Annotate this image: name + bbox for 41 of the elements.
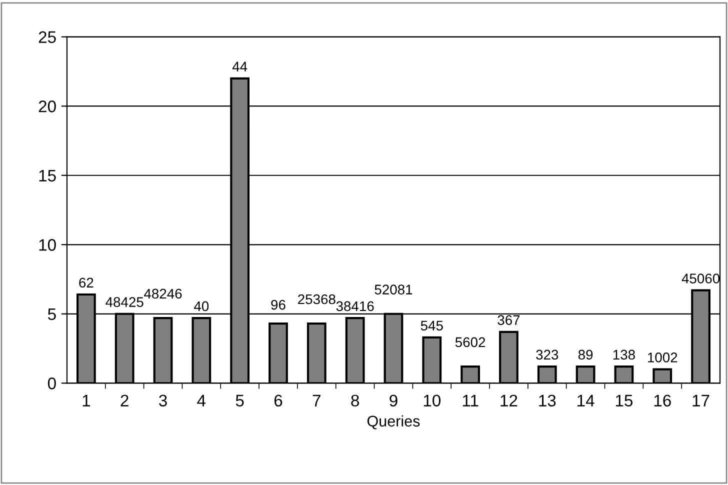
- annotation: 52081: [374, 284, 412, 294]
- y-tick-label: 25: [38, 31, 56, 44]
- x-axis-title: Queries: [367, 415, 420, 430]
- x-tick-label: 1: [82, 394, 90, 406]
- annotation: 1002: [648, 352, 678, 362]
- y-tick-label: 10: [39, 239, 56, 251]
- annotation: 25368: [298, 294, 336, 304]
- x-tick-label: 8: [351, 394, 359, 407]
- x-tick-label: 11: [462, 394, 478, 406]
- x-tick-label: 5: [236, 394, 244, 407]
- x-tick-label: 13: [539, 394, 556, 407]
- y-tick-label: 20: [38, 100, 56, 112]
- annotation: 367: [498, 315, 520, 325]
- x-tick-label: 9: [390, 394, 398, 407]
- x-tick-label: 2: [120, 394, 128, 406]
- x-tick-label: 4: [197, 394, 206, 406]
- x-tick-label: 15: [616, 394, 633, 407]
- x-tick-label: 6: [274, 394, 282, 407]
- x-tick-label: 3: [159, 394, 167, 407]
- annotation: 545: [420, 320, 443, 331]
- y-tick-label: 0: [48, 378, 56, 390]
- annotation: 38416: [336, 301, 374, 312]
- x-tick-label: 7: [312, 394, 320, 406]
- annotation: 323: [536, 350, 558, 360]
- x-tick-label: 10: [424, 394, 441, 407]
- annotation: 48246: [144, 288, 182, 299]
- x-tick-label: 17: [692, 394, 710, 406]
- annotation: 62: [79, 278, 94, 288]
- annotation: 138: [613, 350, 635, 360]
- x-tick-label: 14: [578, 394, 594, 406]
- annotation: 48425: [106, 297, 144, 307]
- x-tick-label: 16: [654, 394, 671, 407]
- annotation: 44: [232, 62, 248, 72]
- annotation: 40: [194, 301, 209, 312]
- x-tick-label: 12: [500, 394, 518, 406]
- y-tick-label: 5: [48, 308, 56, 320]
- annotation: 45060: [682, 274, 720, 284]
- annotation: 5602: [455, 337, 486, 348]
- y-tick-label: 15: [39, 170, 56, 182]
- annotation: 89: [578, 350, 593, 360]
- annotation: 96: [271, 300, 286, 310]
